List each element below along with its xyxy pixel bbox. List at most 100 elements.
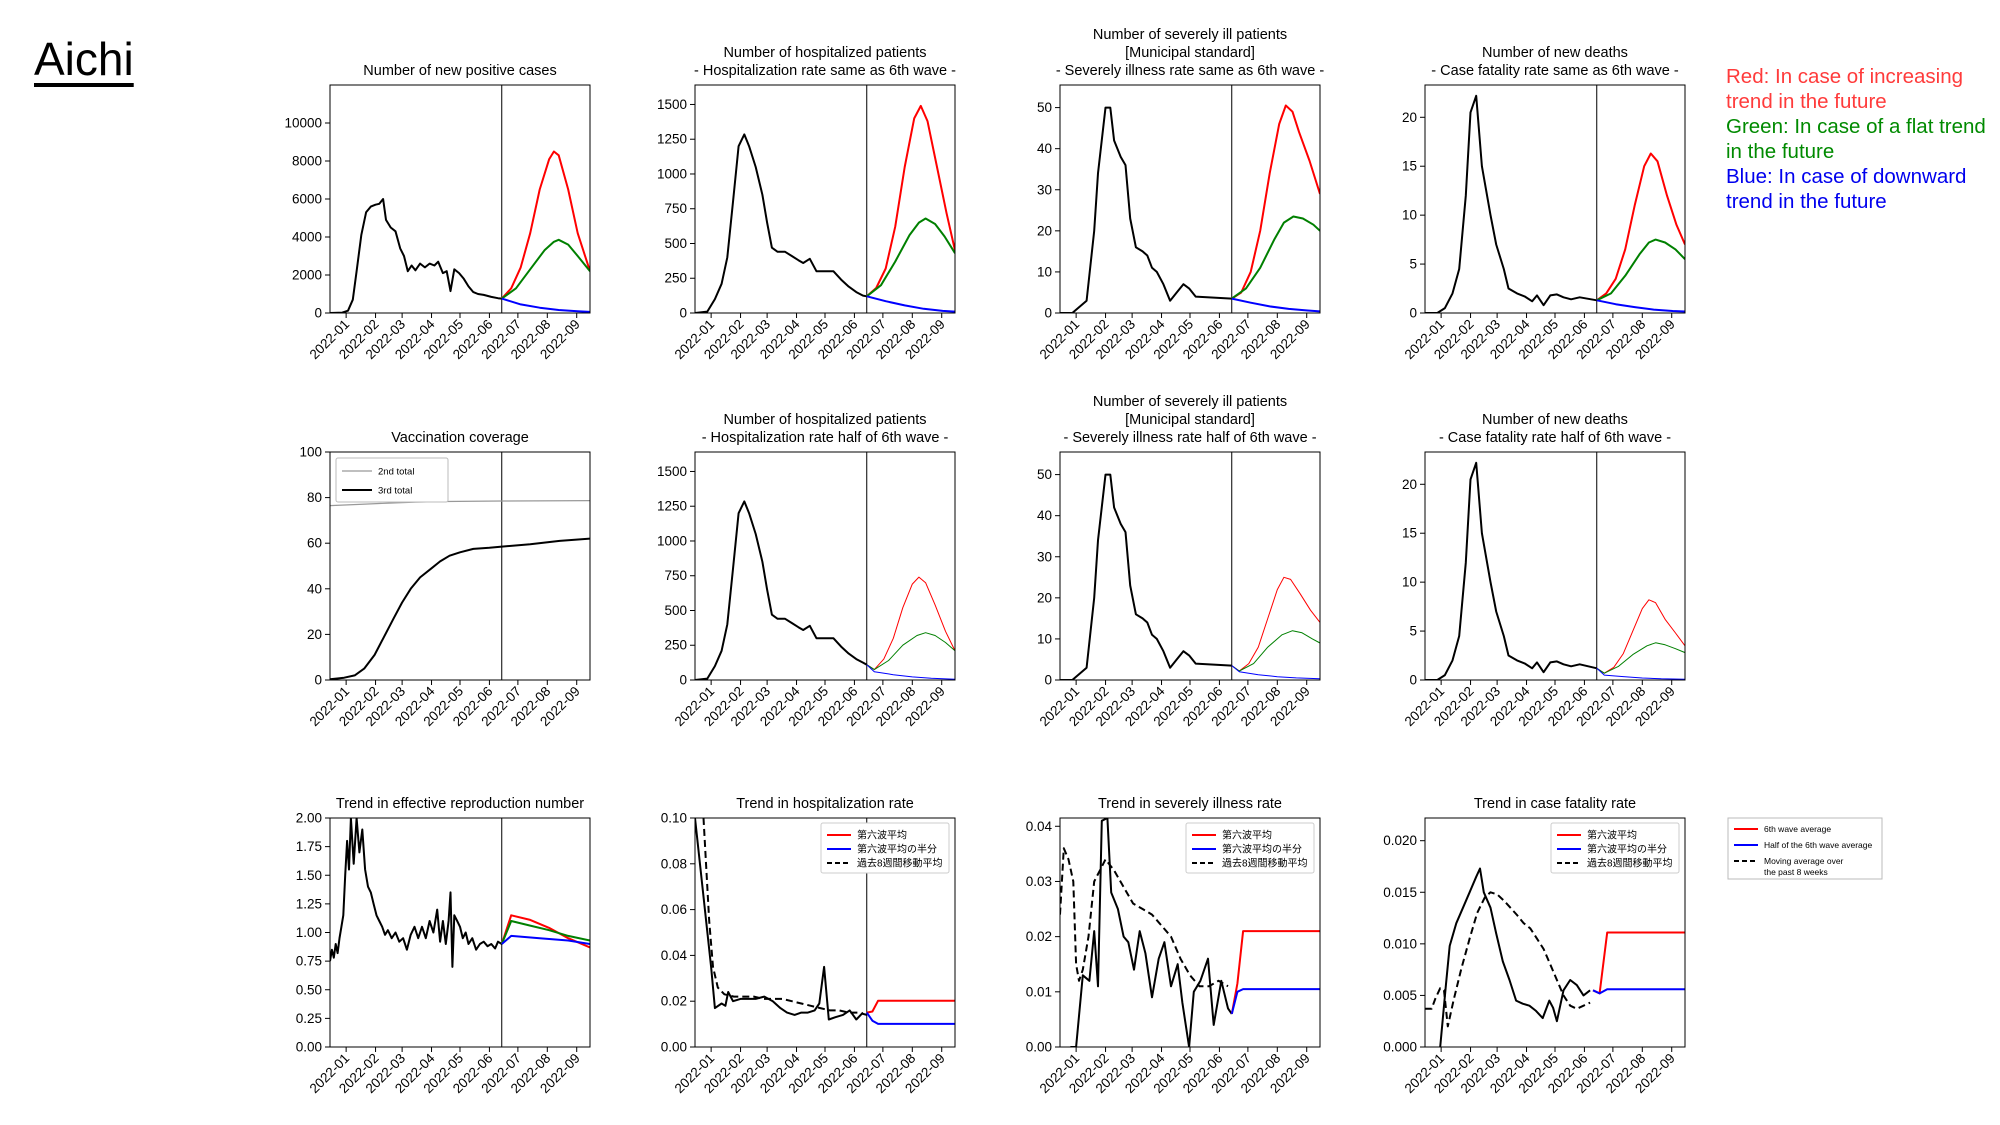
y-tick-label: 2.00: [296, 811, 322, 826]
chart-panel-10: Trend in hospitalization rate 0.00 0.02 0.0…: [661, 796, 956, 1096]
legend-label: 第六波平均の半分: [1587, 843, 1667, 856]
y-tick-label: 0: [314, 306, 322, 321]
y-tick-label: 0.08: [661, 856, 687, 871]
y-tick-label: 1250: [657, 499, 687, 514]
series-observed: [330, 818, 503, 968]
chart-title: Number of hospitalized patients: [723, 412, 926, 428]
series-observed: [695, 818, 864, 1021]
chart-title: - Hospitalization rate half of 6th wave …: [702, 430, 949, 446]
series-increasing: [1596, 152, 1685, 302]
legend-box: [1185, 822, 1315, 874]
legend-label: 3rd total: [378, 486, 412, 497]
series-observed: [1060, 106, 1232, 313]
plot-frame: [1059, 84, 1321, 314]
chart-title: Number of hospitalized patients: [723, 45, 926, 61]
series-increasing: [866, 576, 955, 671]
y-tick-label: 20: [1402, 477, 1417, 492]
plot-frame: [1059, 817, 1321, 1048]
chart-title: Trend in hospitalization rate: [736, 796, 914, 812]
y-tick-label: 0: [679, 673, 687, 688]
chart-panel-9: Trend in effective reproduction number 0.…: [296, 796, 591, 1096]
series-increasing: [1592, 931, 1685, 995]
side-legend-label: 6th wave average: [1764, 824, 1831, 834]
legend-box: [1550, 822, 1680, 874]
plot-frame: [329, 84, 591, 314]
chart-title: Number of new positive cases: [363, 63, 556, 79]
plot-frame: [329, 817, 591, 1048]
y-tick-label: 5: [1409, 624, 1417, 639]
plot-frame: [694, 817, 956, 1048]
legend-label: 第六波平均の半分: [857, 843, 937, 856]
chart-title: Vaccination coverage: [391, 430, 529, 446]
chart-panel-5: Vaccination coverage0204060801002022-012…: [299, 430, 591, 729]
y-tick-label: 0.010: [1383, 936, 1417, 951]
series-flat: [1231, 630, 1320, 672]
y-tick-label: 1000: [657, 533, 687, 548]
series-increasing: [500, 914, 590, 949]
y-tick-label: 20: [1037, 223, 1052, 238]
y-tick-label: 250: [664, 638, 687, 653]
y-tick-label: 0.015: [1383, 885, 1417, 900]
legend-label: 過去8週間移動平均: [1222, 857, 1308, 870]
side-legend: 6th wave average Half of the 6th wave ave…: [1727, 817, 1883, 880]
chart-title: - Hospitalization rate same as 6th wave …: [694, 63, 956, 79]
y-tick-label: 250: [664, 271, 687, 286]
legend-label: 第六波平均の半分: [1222, 843, 1302, 856]
series-increasing: [1231, 104, 1320, 300]
y-tick-label: 0.02: [661, 994, 687, 1009]
series-flat: [1596, 238, 1685, 302]
y-tick-label: 60: [307, 536, 322, 551]
series-moving_average: [702, 818, 868, 1016]
y-tick-label: 20: [1037, 590, 1052, 605]
series-moving_average: [1060, 847, 1229, 988]
y-tick-label: 80: [307, 490, 322, 505]
y-tick-label: 0.75: [296, 954, 322, 969]
series-downward: [1231, 665, 1320, 680]
legend-label: 過去8週間移動平均: [1587, 857, 1673, 870]
y-tick-label: 0.03: [1026, 874, 1052, 889]
y-tick-label: 500: [664, 236, 687, 251]
y-tick-label: 0.00: [661, 1040, 687, 1055]
y-tick-label: 20: [1402, 110, 1417, 125]
chart-panel-3: Number of severely ill patients [Municipa…: [1037, 27, 1325, 362]
plot-frame: [1424, 451, 1686, 681]
chart-title: - Case fatality rate half of 6th wave -: [1439, 430, 1671, 446]
y-tick-label: 0: [1409, 673, 1417, 688]
series-increasing: [501, 150, 590, 300]
y-tick-label: 20: [307, 627, 322, 642]
y-tick-label: 10: [1037, 264, 1052, 279]
y-tick-label: 1.00: [296, 925, 322, 940]
series-flat: [866, 217, 955, 298]
plot-frame: [329, 451, 591, 681]
y-tick-label: 0.00: [1026, 1040, 1052, 1055]
chart-title: Trend in case fatality rate: [1474, 796, 1636, 812]
series-observed: [330, 198, 502, 313]
y-tick-label: 0.01: [1026, 984, 1052, 999]
y-tick-label: 500: [664, 603, 687, 618]
chart-panel-1: Number of new positive cases 0 2000 4000 600…: [284, 63, 591, 362]
y-tick-label: 750: [664, 568, 687, 583]
series-moving_average: [1425, 891, 1591, 1028]
series-observed: [1060, 473, 1232, 680]
plot-frame: [1059, 451, 1321, 681]
y-tick-label: 0.10: [661, 811, 687, 826]
y-tick-label: 0.020: [1383, 833, 1417, 848]
series-flat: [1596, 642, 1685, 674]
chart-panel-11: Trend in severely illness rate 0.00 0.01 0.…: [1026, 796, 1321, 1096]
plot-frame: [694, 451, 956, 681]
legend-box: [820, 822, 950, 874]
y-tick-label: 0.005: [1383, 988, 1417, 1003]
legend-label: 第六波平均: [857, 829, 907, 842]
series-downward: [1596, 299, 1685, 313]
chart-title: - Severely illness rate same as 6th wave…: [1056, 63, 1325, 79]
series-observed: [1425, 94, 1597, 313]
side-legend-label: Moving average over the past 8 weeks: [1764, 856, 1844, 877]
y-tick-label: 0: [314, 673, 322, 688]
y-tick-label: 30: [1037, 182, 1052, 197]
series-increasing: [1231, 576, 1320, 672]
scenario-legend-blue: Blue: In case of downward trend in the f…: [1726, 165, 1967, 213]
series-observed: [330, 537, 590, 680]
series-downward: [1596, 667, 1685, 680]
chart-title: - Severely illness rate half of 6th wave…: [1063, 430, 1316, 446]
y-tick-label: 1.50: [296, 868, 322, 883]
